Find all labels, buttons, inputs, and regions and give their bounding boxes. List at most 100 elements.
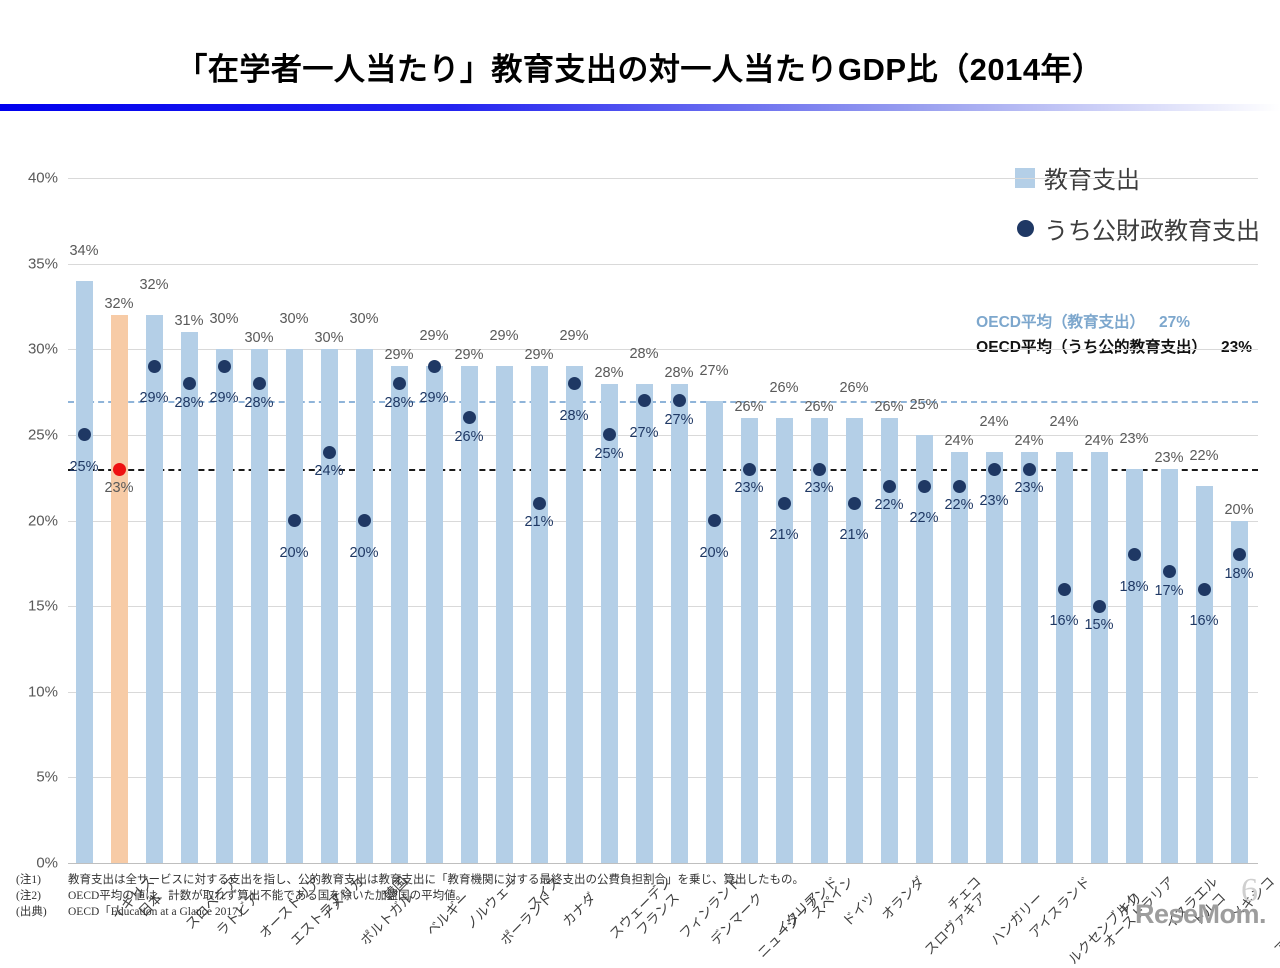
bar-value-label: 26% [804,398,834,415]
data-point [217,359,231,373]
bar-value-label: 29% [559,328,589,345]
bar-value-label: 31% [174,313,204,330]
bar [1055,452,1073,863]
bar-value-label: 24% [1049,414,1079,430]
y-axis-tick: 5% [36,768,58,786]
data-point-label: 28% [559,407,589,424]
chart-legend: 教育支出 うち公財政教育支出 [1015,160,1260,262]
bar-value-label: 28% [629,345,659,362]
bar-value-label: 26% [734,398,764,415]
data-point-label: 22% [909,510,939,527]
bar-value-label: 30% [314,330,344,347]
data-point [637,394,651,408]
bar-value-label: 25% [909,396,939,413]
gridline [68,434,1258,436]
page-number: 6 [1241,872,1258,909]
bar-value-label: 27% [699,362,729,379]
footnotes: (注1) 教育支出は全サービスに対する支出を指し、公的教育支出は教育支出に「教育機… [16,872,804,920]
data-point [462,411,476,425]
data-point [1197,582,1211,596]
data-point [1022,462,1036,476]
bar [390,366,408,863]
bar [75,280,93,863]
data-point [882,479,896,493]
data-point-label: 20% [349,544,379,561]
bar [1160,469,1178,863]
bar [145,315,163,863]
data-point [147,359,161,373]
data-point-label: 29% [419,390,449,407]
bar [880,417,898,863]
legend-dot-icon [1017,220,1034,237]
bar-value-label: 26% [874,398,904,415]
data-point [252,377,266,390]
y-axis-tick: 20% [27,512,58,529]
bar-value-label: 30% [209,311,239,328]
bar [985,452,1003,863]
bar-value-label: 22% [1189,448,1219,465]
footnote-text: 教育支出は全サービスに対する支出を指し、公的教育支出は教育支出に「教育機関に対す… [68,874,804,886]
bar [1020,452,1038,863]
y-axis-tick: 35% [27,255,58,273]
gridline [68,349,1258,351]
oecd-avg-public-value: 23% [1220,339,1252,356]
data-point-label: 24% [314,463,344,479]
data-point [777,496,791,510]
data-point [602,428,616,442]
bar [810,417,828,863]
data-point-label: 27% [629,424,659,441]
bar [740,417,758,863]
footnote-row: (出典) OECD「Education at a Glance 2017」 [16,904,804,920]
data-point-label: 28% [384,394,414,411]
data-point-label: 27% [664,411,694,428]
y-axis-tick: 10% [27,683,58,701]
bar [670,383,688,863]
bar [915,434,933,863]
legend-label-dot: うち公財政教育支出 [1044,218,1260,245]
data-point-label: 21% [524,514,554,531]
data-point [427,359,441,373]
data-point [1232,548,1246,562]
y-axis-tick: 15% [27,597,58,615]
bar-value-label: 23% [1119,431,1149,448]
bar-value-label: 29% [524,347,554,364]
bar [705,400,723,863]
bar-value-label: 30% [279,311,309,328]
bar [775,417,793,863]
bar [495,366,513,863]
bar [425,366,443,863]
bar [600,383,618,863]
x-axis-label: アイルランド [1271,889,1280,958]
data-point-label: 25% [69,458,99,475]
bar-value-label: 26% [839,379,869,396]
data-point-label: 29% [139,390,169,407]
legend-item-dot: うち公財政教育支出 [1015,211,1260,246]
bar [950,452,968,863]
data-point [952,479,966,493]
bar-value-label: 30% [349,311,379,328]
data-point-label: 16% [1049,613,1079,629]
legend-item-bar: 教育支出 [1015,160,1260,195]
oecd-avg-bar-value: 27% [1158,314,1190,331]
oecd-avg-public-label: OECD平均（うち公的教育支出） [976,339,1207,356]
data-point-label: 21% [769,527,799,544]
data-point [112,462,126,476]
data-point [1127,548,1141,562]
data-point [1162,565,1176,579]
footnote-tag: (注2) [16,890,41,902]
bar-value-label: 29% [419,328,449,345]
bar-value-label: 26% [769,379,799,396]
bar-value-label: 20% [1224,501,1254,518]
data-point [322,445,336,459]
bar-value-label: 34% [69,242,99,259]
data-point-label: 26% [454,428,484,445]
bar-value-label: 24% [1014,433,1044,449]
data-point [812,462,826,476]
footnote-text: OECD平均の値は、計数が取れず算出不能である国を除いた加盟国の平均値。 [68,890,468,902]
bar [250,349,268,863]
gridline [68,777,1258,779]
data-point [1092,599,1106,613]
data-point [567,377,581,390]
bar [320,349,338,863]
data-point [287,514,301,527]
